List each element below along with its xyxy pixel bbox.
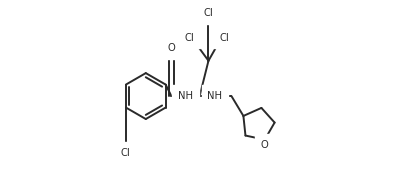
Text: Cl: Cl (184, 33, 194, 43)
Text: NH: NH (178, 91, 193, 101)
Text: Cl: Cl (120, 148, 130, 158)
Text: NH: NH (207, 91, 222, 101)
Text: O: O (261, 140, 269, 150)
Text: Cl: Cl (219, 33, 229, 43)
Text: O: O (167, 43, 175, 53)
Text: Cl: Cl (204, 8, 214, 18)
